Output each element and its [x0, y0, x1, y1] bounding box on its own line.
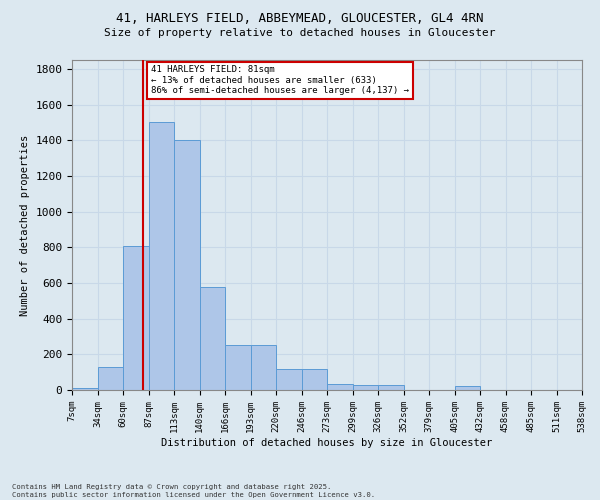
- Bar: [174, 140, 199, 390]
- X-axis label: Distribution of detached houses by size in Gloucester: Distribution of detached houses by size …: [161, 438, 493, 448]
- Bar: [225, 344, 251, 390]
- Bar: [455, 386, 480, 390]
- Text: Size of property relative to detached houses in Gloucester: Size of property relative to detached ho…: [104, 28, 496, 38]
- Bar: [123, 246, 149, 390]
- Text: 41, HARLEYS FIELD, ABBEYMEAD, GLOUCESTER, GL4 4RN: 41, HARLEYS FIELD, ABBEYMEAD, GLOUCESTER…: [116, 12, 484, 26]
- Bar: [251, 344, 276, 390]
- Text: Contains HM Land Registry data © Crown copyright and database right 2025.
Contai: Contains HM Land Registry data © Crown c…: [12, 484, 375, 498]
- Text: 41 HARLEYS FIELD: 81sqm
← 13% of detached houses are smaller (633)
86% of semi-d: 41 HARLEYS FIELD: 81sqm ← 13% of detache…: [151, 66, 409, 95]
- Bar: [276, 370, 302, 390]
- Bar: [72, 388, 97, 390]
- Bar: [353, 384, 378, 390]
- Bar: [327, 384, 353, 390]
- Bar: [97, 367, 123, 390]
- Bar: [199, 288, 225, 390]
- Bar: [149, 122, 174, 390]
- Y-axis label: Number of detached properties: Number of detached properties: [20, 134, 30, 316]
- Bar: [378, 384, 404, 390]
- Bar: [302, 370, 327, 390]
